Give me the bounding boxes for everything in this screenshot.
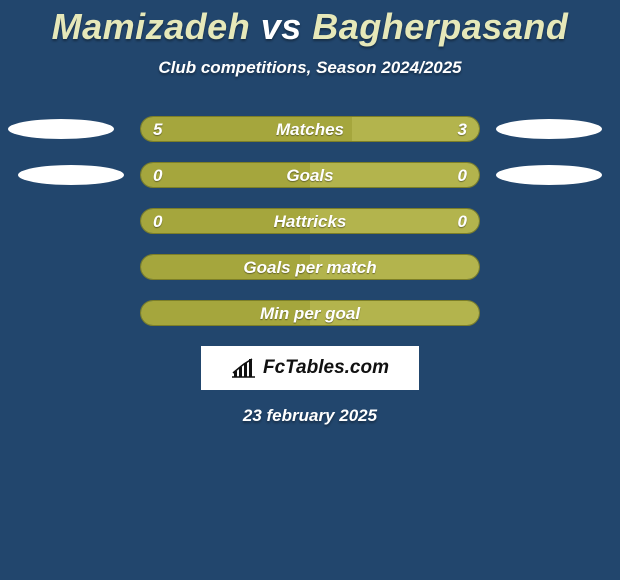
stat-value-left: 0 [153, 209, 162, 234]
barchart-icon [231, 357, 257, 379]
stat-bar: Hattricks0 0 [140, 208, 480, 234]
stat-row: Goals per match [0, 254, 620, 280]
source-logo-text: FcTables.com [263, 357, 389, 379]
stat-value-right: 3 [458, 117, 467, 142]
stat-label: Hattricks [141, 209, 479, 234]
subtitle: Club competitions, Season 2024/2025 [0, 58, 620, 78]
player-left-name: Mamizadeh [52, 6, 251, 47]
player-left-badge [18, 165, 124, 185]
player-left-badge [8, 119, 114, 139]
stat-row: Goals0 0 [0, 162, 620, 188]
stat-row: Matches5 3 [0, 116, 620, 142]
source-logo[interactable]: FcTables.com [201, 346, 419, 390]
stat-label: Min per goal [141, 301, 479, 326]
player-right-badge [496, 165, 602, 185]
stat-value-left: 5 [153, 117, 162, 142]
stat-label: Goals [141, 163, 479, 188]
stat-bar: Min per goal [140, 300, 480, 326]
stat-value-left: 0 [153, 163, 162, 188]
comparison-card: Mamizadeh vs Bagherpasand Club competiti… [0, 0, 620, 580]
stat-row: Hattricks0 0 [0, 208, 620, 234]
snapshot-date: 23 february 2025 [0, 406, 620, 426]
page-title: Mamizadeh vs Bagherpasand [0, 0, 620, 48]
stat-label: Goals per match [141, 255, 479, 280]
title-vs: vs [261, 6, 302, 47]
player-right-badge [496, 119, 602, 139]
stat-value-right: 0 [458, 209, 467, 234]
stat-bar: Goals per match [140, 254, 480, 280]
stat-rows: Matches53Goals00Hattricks00Goals per mat… [0, 116, 620, 326]
stat-bar: Matches5 3 [140, 116, 480, 142]
stat-bar: Goals0 0 [140, 162, 480, 188]
stat-value-right: 0 [458, 163, 467, 188]
player-right-name: Bagherpasand [312, 6, 568, 47]
stat-row: Min per goal [0, 300, 620, 326]
stat-label: Matches [141, 117, 479, 142]
